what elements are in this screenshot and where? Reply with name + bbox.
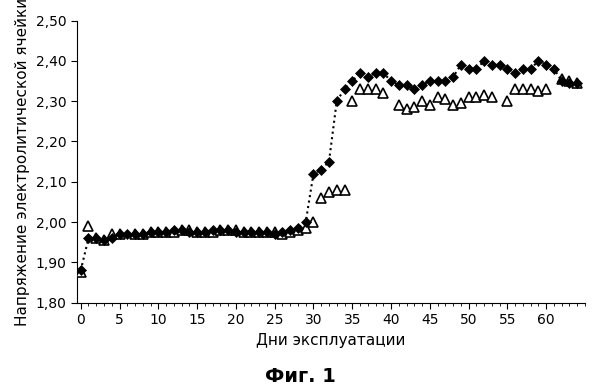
Y-axis label: Напряжение электролитической ячейки: Напряжение электролитической ячейки <box>15 0 30 326</box>
X-axis label: Дни эксплуатации: Дни эксплуатации <box>256 333 406 348</box>
Text: Фиг. 1: Фиг. 1 <box>265 367 335 386</box>
